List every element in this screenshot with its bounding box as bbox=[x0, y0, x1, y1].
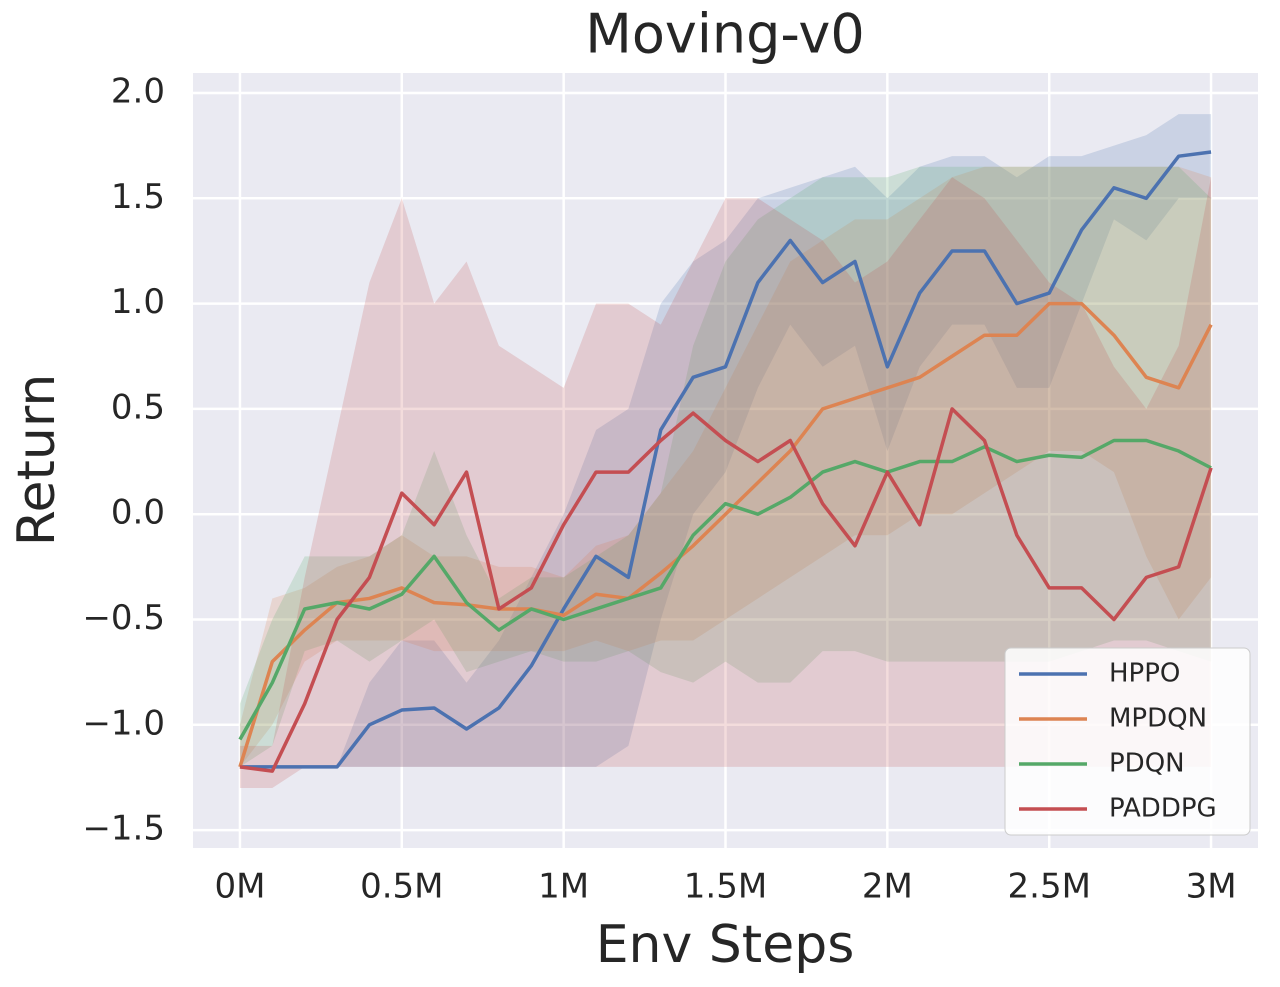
legend-box bbox=[1004, 647, 1251, 836]
x-tick-label: 1M bbox=[538, 867, 589, 907]
y-tick-label: 0.0 bbox=[111, 493, 165, 533]
x-tick-label: 2.5M bbox=[1008, 867, 1091, 907]
x-tick-label: 3M bbox=[1186, 867, 1237, 907]
series-line bbox=[238, 438, 1212, 741]
grid bbox=[193, 73, 1258, 848]
y-tick-label: −0.5 bbox=[82, 598, 165, 638]
legend: HPPO MPDQN PDQN PADDPG bbox=[1004, 647, 1251, 836]
legend-label: HPPO bbox=[1109, 659, 1180, 689]
series-line bbox=[239, 150, 1212, 769]
y-tick-label: −1.5 bbox=[82, 809, 165, 849]
chart-title: Moving-v0 bbox=[585, 3, 864, 66]
legend-label: PDQN bbox=[1109, 749, 1185, 779]
y-tick-label: 1.5 bbox=[111, 177, 165, 217]
legend-label: PADDPG bbox=[1109, 794, 1217, 824]
x-tick-label: 0M bbox=[214, 867, 265, 907]
series-line bbox=[238, 301, 1213, 768]
y-axis-label: Return bbox=[7, 374, 67, 547]
confidence-band bbox=[239, 177, 1212, 788]
y-tick-label: 1.0 bbox=[111, 282, 165, 322]
x-tick-label: 2M bbox=[862, 867, 913, 907]
x-axis-label: Env Steps bbox=[596, 915, 855, 975]
y-tick-label: 2.0 bbox=[111, 72, 165, 112]
y-tick-label: 0.5 bbox=[111, 387, 165, 427]
x-tick-label: 0.5M bbox=[360, 867, 443, 907]
series-line bbox=[239, 407, 1213, 773]
labels: −1.5 −1.0 −0.5 0.0 0.5 1.0 1.5 2.0 0M 0.5M 1M 1.5M 2… bbox=[82, 72, 1236, 907]
y-tick-label: −1.0 bbox=[82, 703, 165, 743]
lines bbox=[238, 150, 1213, 773]
legend-label: MPDQN bbox=[1109, 704, 1207, 734]
x-tick-label: 1.5M bbox=[684, 867, 767, 907]
